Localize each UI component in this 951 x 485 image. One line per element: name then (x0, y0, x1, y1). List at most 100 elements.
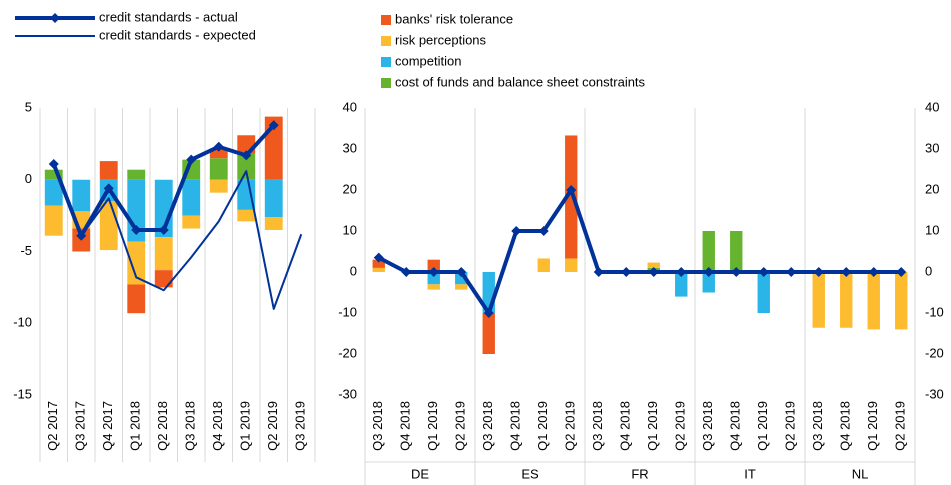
bar (372, 267, 385, 272)
line-marker (483, 308, 494, 318)
x-tick-label: Q4 2018 (618, 401, 633, 451)
legend-marker (50, 13, 60, 23)
line-marker (373, 252, 384, 263)
legend-label: risk perceptions (395, 32, 487, 47)
x-tick-label: Q1 2019 (238, 401, 253, 451)
legend-swatch (381, 36, 391, 46)
legend-swatch (381, 57, 391, 67)
bar (44, 205, 63, 236)
group-label: NL (852, 466, 869, 481)
bar (647, 262, 660, 268)
bar (840, 272, 853, 328)
line-marker (566, 185, 577, 195)
bar (44, 169, 63, 180)
x-tick-label: Q3 2019 (293, 401, 308, 451)
bar (675, 272, 688, 297)
legend-swatch (381, 15, 391, 25)
bar (99, 161, 118, 180)
x-tick-label: Q1 2019 (865, 401, 880, 451)
x-tick-label: Q2 2019 (563, 401, 578, 451)
y2-tick-label: 0 (925, 263, 932, 278)
group-label: FR (631, 466, 648, 481)
line-marker (103, 183, 114, 194)
x-tick-label: Q1 2019 (755, 401, 770, 451)
line-marker (131, 224, 142, 235)
line-marker (401, 267, 412, 277)
y2-tick-label: 40 (925, 99, 939, 114)
bar (812, 272, 825, 328)
y-tick-label: 20 (343, 181, 357, 196)
y2-tick-label: 10 (925, 222, 939, 237)
line-marker (896, 267, 907, 277)
bar (427, 259, 440, 272)
bar (427, 284, 440, 290)
bar (237, 209, 256, 222)
y2-tick-label: 20 (925, 181, 939, 196)
line (80, 170, 303, 310)
y-tick-label: 10 (343, 222, 357, 237)
bar (264, 179, 283, 218)
y-tick-label: -10 (338, 304, 357, 319)
line-marker (593, 267, 604, 277)
x-tick-label: Q4 2017 (100, 401, 115, 451)
bar (44, 179, 63, 206)
x-tick-label: Q1 2019 (535, 401, 550, 451)
line-marker (703, 267, 714, 277)
bar (127, 241, 146, 285)
x-tick-label: Q1 2019 (645, 401, 660, 451)
line-marker (621, 267, 632, 277)
x-tick-label: Q1 2018 (128, 401, 143, 451)
bar (99, 201, 118, 251)
bar (182, 215, 201, 229)
bar (702, 272, 715, 293)
line-marker (841, 267, 852, 277)
y-tick-label: 0 (350, 263, 357, 278)
line-marker (538, 226, 549, 236)
line-marker (48, 158, 59, 169)
y-tick-label: -15 (13, 386, 32, 401)
x-tick-label: Q3 2018 (700, 401, 715, 451)
bar (264, 217, 283, 230)
bar (455, 284, 468, 290)
line-marker (158, 224, 169, 235)
x-tick-label: Q4 2018 (728, 401, 743, 451)
y2-tick-label: -30 (925, 386, 944, 401)
x-tick-label: Q2 2017 (45, 401, 60, 451)
bar (237, 179, 256, 210)
legend-label: banks' risk tolerance (395, 11, 513, 26)
y2-tick-label: -20 (925, 345, 944, 360)
legend-label: credit standards - expected (99, 27, 256, 42)
bar (209, 149, 228, 159)
bar (209, 179, 228, 193)
bar (867, 272, 880, 330)
x-tick-label: Q2 2019 (893, 401, 908, 451)
x-tick-label: Q2 2019 (453, 401, 468, 451)
y-tick-label: -5 (20, 243, 32, 258)
y2-tick-label: 30 (925, 140, 939, 155)
y-tick-label: 30 (343, 140, 357, 155)
bar (427, 272, 440, 285)
x-tick-label: Q3 2018 (810, 401, 825, 451)
y-tick-label: 5 (25, 99, 32, 114)
x-tick-label: Q2 2019 (783, 401, 798, 451)
bar (237, 153, 256, 180)
x-tick-label: Q4 2018 (838, 401, 853, 451)
legend-label: competition (395, 53, 461, 68)
y-tick-label: 0 (25, 171, 32, 186)
bar (209, 158, 228, 180)
bar (895, 272, 908, 330)
x-tick-label: Q3 2018 (590, 401, 605, 451)
line-marker (868, 267, 879, 277)
bar (702, 231, 715, 272)
bar (565, 258, 578, 272)
bar (127, 169, 146, 180)
x-tick-label: Q2 2018 (155, 401, 170, 451)
line-marker (676, 267, 687, 277)
line-marker (813, 267, 824, 277)
group-label: IT (744, 466, 756, 481)
x-tick-label: Q1 2019 (425, 401, 440, 451)
bar (565, 135, 578, 259)
legend-label: cost of funds and balance sheet constrai… (395, 74, 646, 89)
bar (182, 179, 201, 216)
line-marker (648, 267, 659, 277)
